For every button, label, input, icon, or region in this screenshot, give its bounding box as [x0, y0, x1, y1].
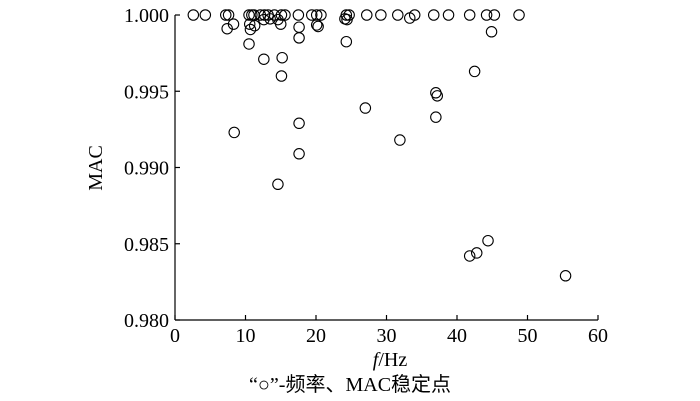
data-point	[293, 32, 305, 44]
data-point	[488, 9, 501, 21]
x-tick-label: 20	[306, 325, 326, 347]
data-point	[341, 13, 353, 26]
chart-axes	[174, 15, 598, 321]
data-point	[480, 9, 493, 21]
x-tick-label: 0	[170, 325, 180, 347]
data-point	[293, 21, 305, 33]
data-point	[272, 178, 284, 191]
x-tick-label: 50	[518, 325, 538, 347]
data-point	[275, 70, 288, 82]
data-point	[485, 26, 498, 38]
y-tick-label: 0.985	[124, 234, 169, 256]
y-axis-title: MAC	[85, 145, 107, 191]
data-point	[463, 250, 476, 262]
data-point	[463, 9, 476, 21]
chart-ticks: 0 10 20 30 40 50 60 0.980 0.985 0.990 0.995 1.000	[124, 5, 608, 347]
data-point	[228, 126, 240, 139]
data-point	[312, 20, 324, 33]
data-point	[315, 9, 327, 21]
figure-caption: “○”-频率、MAC稳定点	[248, 374, 452, 396]
y-tick-label: 1.000	[124, 5, 169, 27]
x-axis-title-variable: f	[373, 349, 381, 371]
data-point	[427, 9, 440, 21]
data-point	[243, 38, 255, 50]
data-point	[244, 23, 257, 36]
data-point	[394, 134, 406, 146]
data-point	[359, 102, 372, 114]
x-tick-label: 40	[447, 325, 467, 347]
data-point	[243, 9, 255, 21]
data-point	[274, 18, 287, 30]
data-point	[513, 9, 525, 21]
data-point	[258, 13, 270, 26]
y-tick-label: 0.990	[124, 158, 169, 180]
x-axis-title-unit: /Hz	[378, 349, 407, 371]
data-point	[220, 9, 232, 21]
data-point	[559, 270, 572, 282]
data-point	[442, 9, 455, 21]
data-point	[430, 111, 442, 123]
data-point	[199, 9, 212, 21]
x-axis-title: f/Hz	[373, 349, 408, 371]
data-point	[470, 247, 483, 259]
data-point	[258, 53, 270, 65]
data-point	[243, 18, 256, 30]
data-point	[482, 234, 494, 247]
data-point	[375, 9, 387, 21]
data-point	[361, 9, 373, 21]
data-point	[292, 9, 305, 21]
data-point	[293, 148, 305, 160]
data-point	[293, 117, 305, 130]
data-point	[187, 9, 200, 21]
data-point	[431, 90, 444, 102]
data-point	[248, 19, 261, 32]
data-point	[340, 35, 353, 48]
data-point	[468, 65, 481, 78]
data-point	[227, 18, 240, 30]
data-point	[222, 9, 235, 21]
data-point	[306, 9, 318, 21]
y-tick-label: 0.995	[124, 81, 169, 103]
data-point	[404, 12, 416, 24]
x-tick-label: 60	[588, 325, 608, 347]
x-tick-label: 30	[377, 325, 397, 347]
data-point	[276, 51, 288, 64]
y-tick-label: 0.980	[124, 310, 169, 332]
chart-points	[187, 9, 572, 282]
data-point	[392, 9, 404, 21]
data-point	[310, 19, 323, 31]
data-point	[264, 13, 276, 25]
x-tick-label: 10	[236, 325, 256, 347]
